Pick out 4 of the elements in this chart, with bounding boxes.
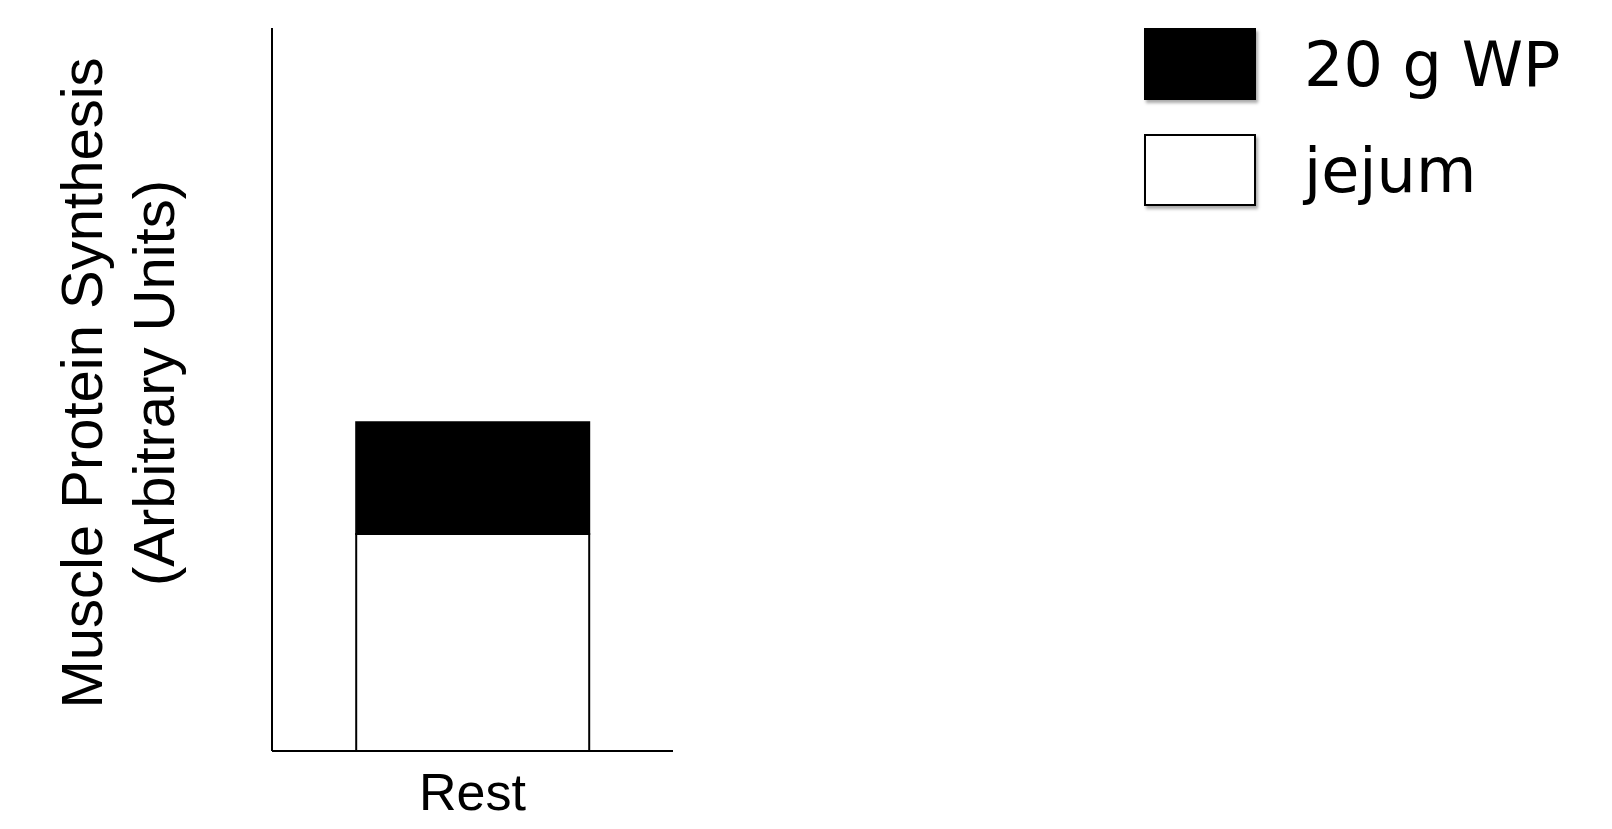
x-tick-label: Rest [419,762,527,821]
y-axis-title: Muscle Protein Synthesis (Arbitrary Units) [48,56,187,711]
legend-label: 20 g WP [1304,27,1561,101]
legend-label: jejum [1304,133,1477,207]
